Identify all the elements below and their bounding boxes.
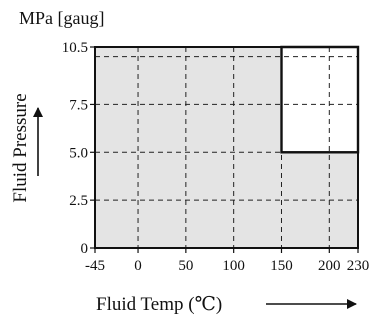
unit-label: MPa [gaug] <box>19 8 104 28</box>
x-axis-title-group: Fluid Temp (℃) <box>96 294 357 315</box>
excluded-region-outline <box>280 45 360 154</box>
ticks-layer: 02.55.07.510.5-45 0 50 100 150 200 230 <box>62 40 370 274</box>
y-tick-label: 7.5 <box>69 97 88 113</box>
x-axis-title: Fluid Temp (℃) <box>96 294 222 315</box>
excluded-region <box>281 47 358 153</box>
x-tick-label: 150 <box>270 258 293 274</box>
y-axis-title-group: Fluid Pressure <box>10 93 43 203</box>
x-tick-label: 100 <box>222 258 245 274</box>
y-tick-label: 0 <box>81 241 89 257</box>
x-tick-label: 0 <box>134 258 142 274</box>
y-tick-label: 10.5 <box>62 40 88 56</box>
x-tick-label: 50 <box>178 258 193 274</box>
y-tick-label: 2.5 <box>69 193 88 209</box>
y-axis-title: Fluid Pressure <box>10 93 31 202</box>
y-tick-label: 5.0 <box>69 145 88 161</box>
x-tick-label: 200 <box>318 258 341 274</box>
operating-region <box>95 47 358 248</box>
region-layer <box>95 47 358 248</box>
x-tick-label: 230 <box>347 258 370 274</box>
x-tick-label: -45 <box>85 258 105 274</box>
